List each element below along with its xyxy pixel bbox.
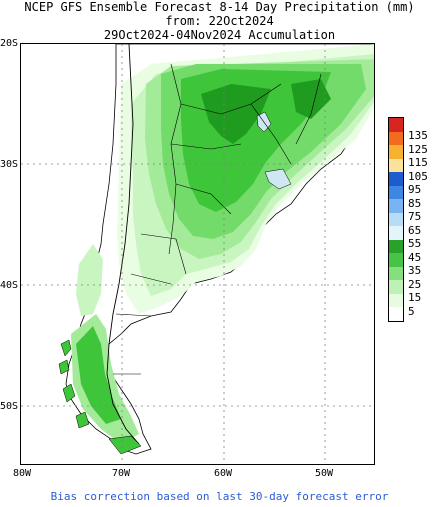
title-line-3: 29Oct2024-04Nov2024 Accumulation bbox=[103, 28, 336, 42]
chile-islands bbox=[58, 339, 142, 455]
legend-swatch-0 bbox=[389, 307, 403, 321]
title-line-1: NCEP GFS Ensemble Forecast 8-14 Day Prec… bbox=[24, 0, 415, 14]
lat-label-20s: 20S bbox=[0, 38, 19, 49]
legend-swatch-35 bbox=[389, 253, 403, 267]
map-canvas bbox=[21, 44, 374, 464]
legend-label-5: 5 bbox=[408, 305, 415, 318]
legend-label-65: 65 bbox=[408, 224, 422, 237]
lat-label-30s: 30S bbox=[0, 159, 19, 170]
precipitation-map bbox=[20, 43, 375, 465]
map-title: NCEP GFS Ensemble Forecast 8-14 Day Prec… bbox=[0, 0, 439, 42]
legend-swatch-95 bbox=[389, 172, 403, 186]
andes-border bbox=[106, 44, 140, 445]
legend-label-75: 75 bbox=[408, 210, 422, 223]
precip-patagonia-35 bbox=[76, 326, 121, 424]
precip-55mm-b bbox=[291, 79, 331, 119]
legend-swatch-65 bbox=[389, 212, 403, 226]
province-borders bbox=[113, 63, 322, 375]
legend-label-135: 135 bbox=[408, 129, 428, 142]
legend-swatch-55 bbox=[389, 226, 403, 240]
legend-swatch-105 bbox=[389, 158, 403, 172]
title-line-2: from: 22Oct2024 bbox=[165, 14, 274, 28]
legend-colorbar bbox=[388, 117, 404, 322]
legend-swatch-125 bbox=[389, 131, 403, 145]
legend-label-95: 95 bbox=[408, 183, 422, 196]
legend-label-45: 45 bbox=[408, 251, 422, 264]
precip-55mm bbox=[201, 84, 271, 144]
legend-swatch-45 bbox=[389, 239, 403, 253]
legend-swatch-115 bbox=[389, 145, 403, 159]
legend-swatch-15 bbox=[389, 280, 403, 294]
lon-label-50w: 50W bbox=[314, 468, 334, 479]
legend-swatch-75 bbox=[389, 199, 403, 213]
legend-label-35: 35 bbox=[408, 264, 422, 277]
precip-chile-coast bbox=[76, 244, 103, 316]
legend-swatch-135 bbox=[389, 118, 403, 132]
legend-swatch-25 bbox=[389, 266, 403, 280]
rio-de-la-plata bbox=[264, 168, 292, 190]
lat-label-50s: 50S bbox=[0, 401, 19, 412]
lat-label-40s: 40S bbox=[0, 280, 19, 291]
legend-swatch-85 bbox=[389, 185, 403, 199]
legend-label-85: 85 bbox=[408, 197, 422, 210]
legend-label-105: 105 bbox=[408, 170, 428, 183]
lon-label-70w: 70W bbox=[111, 468, 131, 479]
legend-label-15: 15 bbox=[408, 291, 422, 304]
legend-label-55: 55 bbox=[408, 237, 422, 250]
lon-label-80w: 80W bbox=[12, 468, 32, 479]
legend-label-125: 125 bbox=[408, 143, 428, 156]
legend-label-115: 115 bbox=[408, 156, 428, 169]
bias-correction-note: Bias correction based on last 30-day for… bbox=[50, 490, 389, 503]
legend-swatch-5 bbox=[389, 293, 403, 307]
legend-label-25: 25 bbox=[408, 278, 422, 291]
graticule bbox=[21, 44, 374, 464]
lon-label-60w: 60W bbox=[213, 468, 233, 479]
